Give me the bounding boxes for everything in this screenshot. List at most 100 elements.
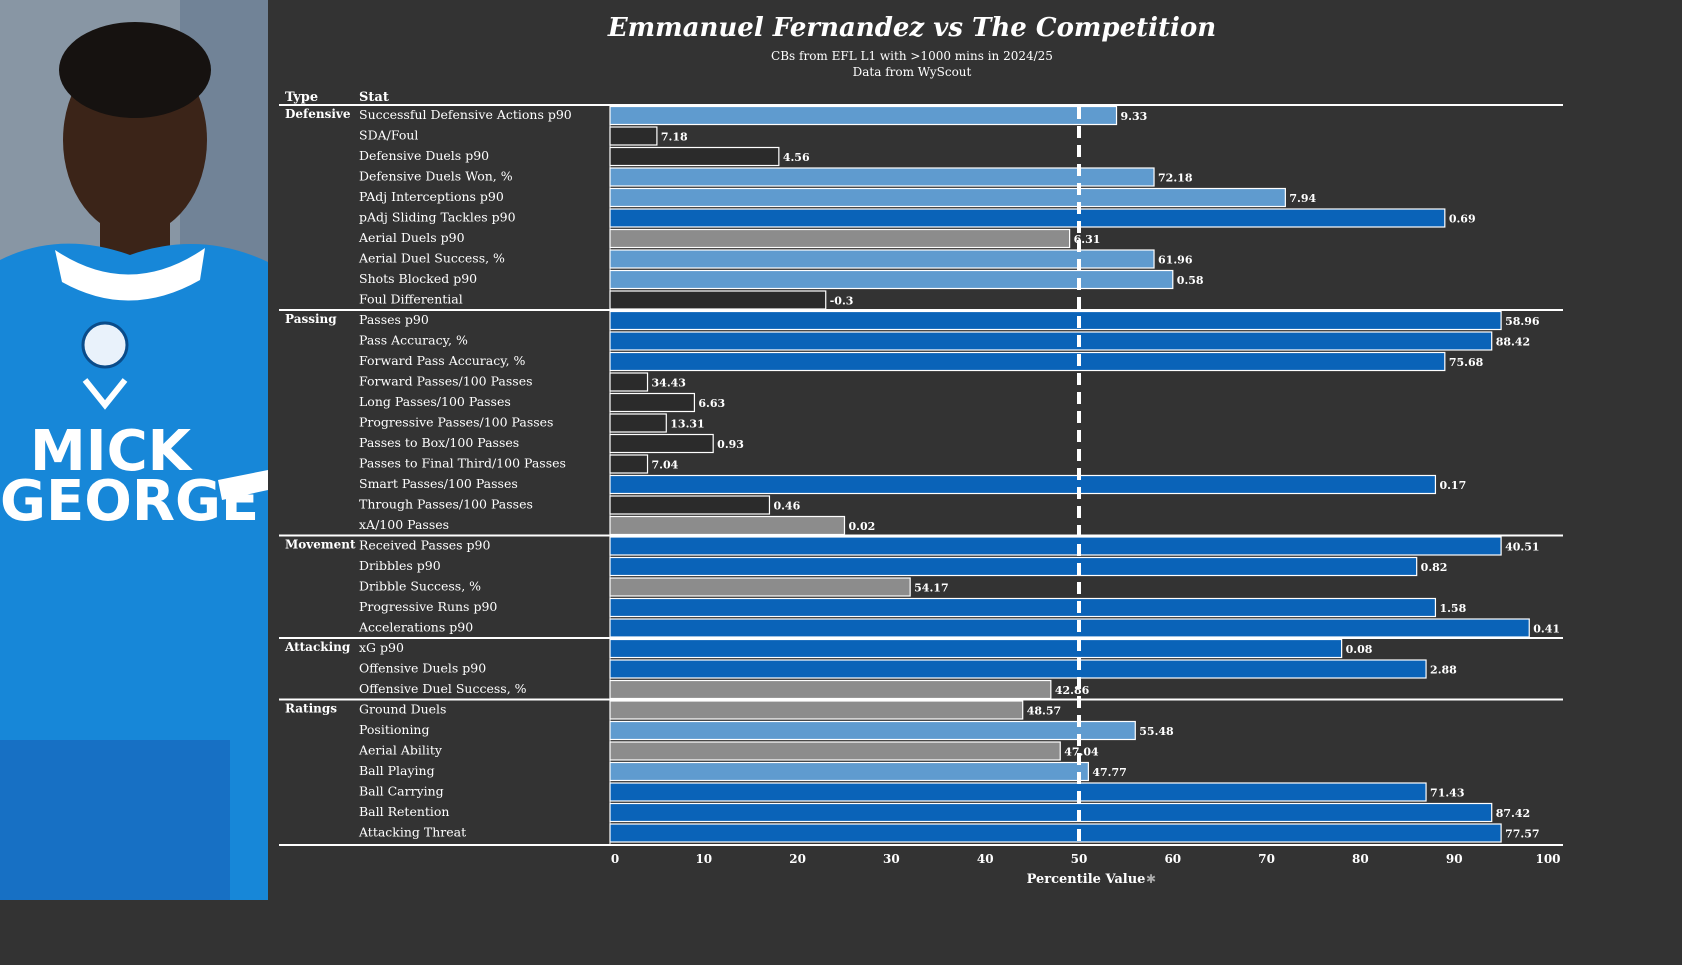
value-label: -0.3 bbox=[830, 295, 854, 308]
stat-label: Received Passes p90 bbox=[359, 538, 491, 553]
bar-received-passes-p90 bbox=[609, 536, 1502, 556]
stat-label: Aerial Duel Success, % bbox=[358, 251, 505, 266]
stat-label: Defensive Duels Won, % bbox=[359, 169, 513, 184]
sponsor-line-1: MICK bbox=[30, 419, 194, 484]
bar-sda-foul bbox=[609, 126, 658, 146]
pin-icon: ✱ bbox=[1146, 872, 1156, 886]
value-label: 0.69 bbox=[1449, 213, 1476, 226]
bar-ground-duels bbox=[609, 700, 1024, 720]
bar-passes-to-box-100-passes bbox=[609, 433, 714, 454]
x-tick-label: 60 bbox=[1164, 852, 1181, 866]
column-header-type: Type bbox=[285, 90, 318, 105]
type-label-movement: Movement bbox=[285, 538, 356, 552]
stat-label: Ball Retention bbox=[359, 804, 450, 819]
stat-label: Ball Carrying bbox=[359, 784, 444, 799]
bar-xa-100-passes bbox=[609, 515, 846, 536]
value-label: 6.63 bbox=[698, 397, 725, 410]
bar-ball-retention bbox=[609, 802, 1493, 823]
stat-label: Passes p90 bbox=[359, 312, 429, 327]
stat-label: Passes to Final Third/100 Passes bbox=[359, 456, 566, 471]
x-tick-label: 10 bbox=[695, 852, 712, 866]
value-label: 0.58 bbox=[1177, 274, 1204, 287]
bar-defensive-duels-p90 bbox=[609, 146, 780, 167]
chart-subtitle: CBs from EFL L1 with >1000 mins in 2024/… bbox=[771, 49, 1053, 63]
value-label: 75.68 bbox=[1449, 356, 1484, 369]
stat-label: Attacking Threat bbox=[358, 825, 466, 840]
bar-pass-accuracy bbox=[609, 331, 1493, 351]
bar-offensive-duel-success bbox=[609, 679, 1052, 700]
type-label-attacking: Attacking bbox=[284, 640, 351, 654]
stat-label: xG p90 bbox=[359, 640, 404, 655]
value-label: 4.56 bbox=[783, 151, 810, 164]
x-tick-label: 100 bbox=[1535, 852, 1560, 866]
column-header-stat: Stat bbox=[359, 90, 389, 105]
stat-label: Passes to Box/100 Passes bbox=[359, 435, 519, 450]
x-tick-label: 0 bbox=[611, 852, 619, 866]
stat-label: Positioning bbox=[359, 722, 430, 737]
bar-accelerations-p90 bbox=[609, 618, 1530, 638]
bar-forward-passes-100-passes bbox=[609, 372, 649, 392]
x-tick-label: 70 bbox=[1258, 852, 1275, 866]
bar-dribble-success bbox=[609, 577, 911, 597]
sponsor-line-2: GEORGE bbox=[0, 469, 259, 534]
value-label: 0.02 bbox=[849, 520, 876, 533]
stat-label: Forward Passes/100 Passes bbox=[359, 374, 533, 389]
value-label: 72.18 bbox=[1158, 172, 1193, 185]
stat-label: Accelerations p90 bbox=[358, 620, 473, 635]
value-label: 61.96 bbox=[1158, 254, 1193, 267]
value-label: 7.04 bbox=[652, 459, 679, 472]
x-tick-label: 90 bbox=[1446, 852, 1463, 866]
value-label: 0.08 bbox=[1346, 643, 1373, 656]
stat-label: Smart Passes/100 Passes bbox=[359, 476, 518, 491]
chart-title: Emmanuel Fernandez vs The Competition bbox=[607, 13, 1216, 43]
type-label-ratings: Ratings bbox=[285, 702, 337, 716]
bar-progressive-passes-100-passes bbox=[609, 413, 667, 433]
value-label: 47.04 bbox=[1064, 746, 1099, 759]
bar-shots-blocked-p90 bbox=[609, 269, 1174, 290]
x-tick-label: 50 bbox=[1071, 852, 1088, 866]
value-label: 48.57 bbox=[1027, 705, 1061, 718]
bar-foul-differential bbox=[609, 290, 827, 310]
value-label: 2.88 bbox=[1430, 664, 1457, 677]
value-label: 88.42 bbox=[1496, 336, 1530, 349]
stat-label: Long Passes/100 Passes bbox=[359, 394, 511, 409]
value-label: 58.96 bbox=[1505, 315, 1540, 328]
bar-aerial-duel-success bbox=[609, 249, 1155, 269]
x-tick-label: 20 bbox=[789, 852, 806, 866]
value-label: 7.94 bbox=[1289, 192, 1316, 205]
value-label: 13.31 bbox=[670, 418, 704, 431]
bar-progressive-runs-p90 bbox=[609, 597, 1437, 618]
value-label: 40.51 bbox=[1505, 541, 1539, 554]
value-label: 87.42 bbox=[1496, 807, 1530, 820]
value-label: 77.57 bbox=[1505, 828, 1539, 841]
player-photo: MICK GEORGE bbox=[0, 0, 268, 900]
percentile-chart: Emmanuel Fernandez vs The Competition CB… bbox=[279, 13, 1563, 887]
value-label: 1.58 bbox=[1439, 602, 1466, 615]
bar-offensive-duels-p90 bbox=[609, 659, 1427, 679]
chart-rows: Defensive Successful Defensive Actions p9… bbox=[279, 104, 1563, 846]
value-label: 71.43 bbox=[1430, 787, 1464, 800]
stat-label: Offensive Duel Success, % bbox=[359, 681, 527, 696]
stat-label: Shots Blocked p90 bbox=[359, 271, 477, 286]
value-label: 0.46 bbox=[773, 500, 800, 513]
value-label: 47.77 bbox=[1092, 766, 1126, 779]
stat-label: pAdj Sliding Tackles p90 bbox=[359, 210, 516, 225]
value-label: 42.86 bbox=[1055, 684, 1090, 697]
stat-label: Forward Pass Accuracy, % bbox=[359, 353, 526, 368]
bar-long-passes-100-passes bbox=[609, 392, 696, 413]
bar-ball-carrying bbox=[609, 782, 1427, 802]
type-label-defensive: Defensive bbox=[285, 107, 351, 121]
value-label: 54.17 bbox=[914, 582, 948, 595]
stat-label: Successful Defensive Actions p90 bbox=[359, 107, 572, 122]
x-tick-label: 40 bbox=[977, 852, 994, 866]
bar-padj-interceptions-p90 bbox=[609, 187, 1286, 208]
value-label: 7.18 bbox=[661, 131, 688, 144]
stat-label: Offensive Duels p90 bbox=[359, 661, 486, 676]
bar-passes-to-final-third-100-passes bbox=[609, 454, 649, 474]
value-label: 9.33 bbox=[1121, 110, 1148, 123]
bar-successful-defensive-actions-p90 bbox=[609, 105, 1118, 126]
stat-label: xA/100 Passes bbox=[359, 517, 449, 532]
stat-label: SDA/Foul bbox=[359, 128, 418, 143]
value-label: 0.93 bbox=[717, 438, 744, 451]
bar-forward-pass-accuracy bbox=[609, 351, 1446, 372]
